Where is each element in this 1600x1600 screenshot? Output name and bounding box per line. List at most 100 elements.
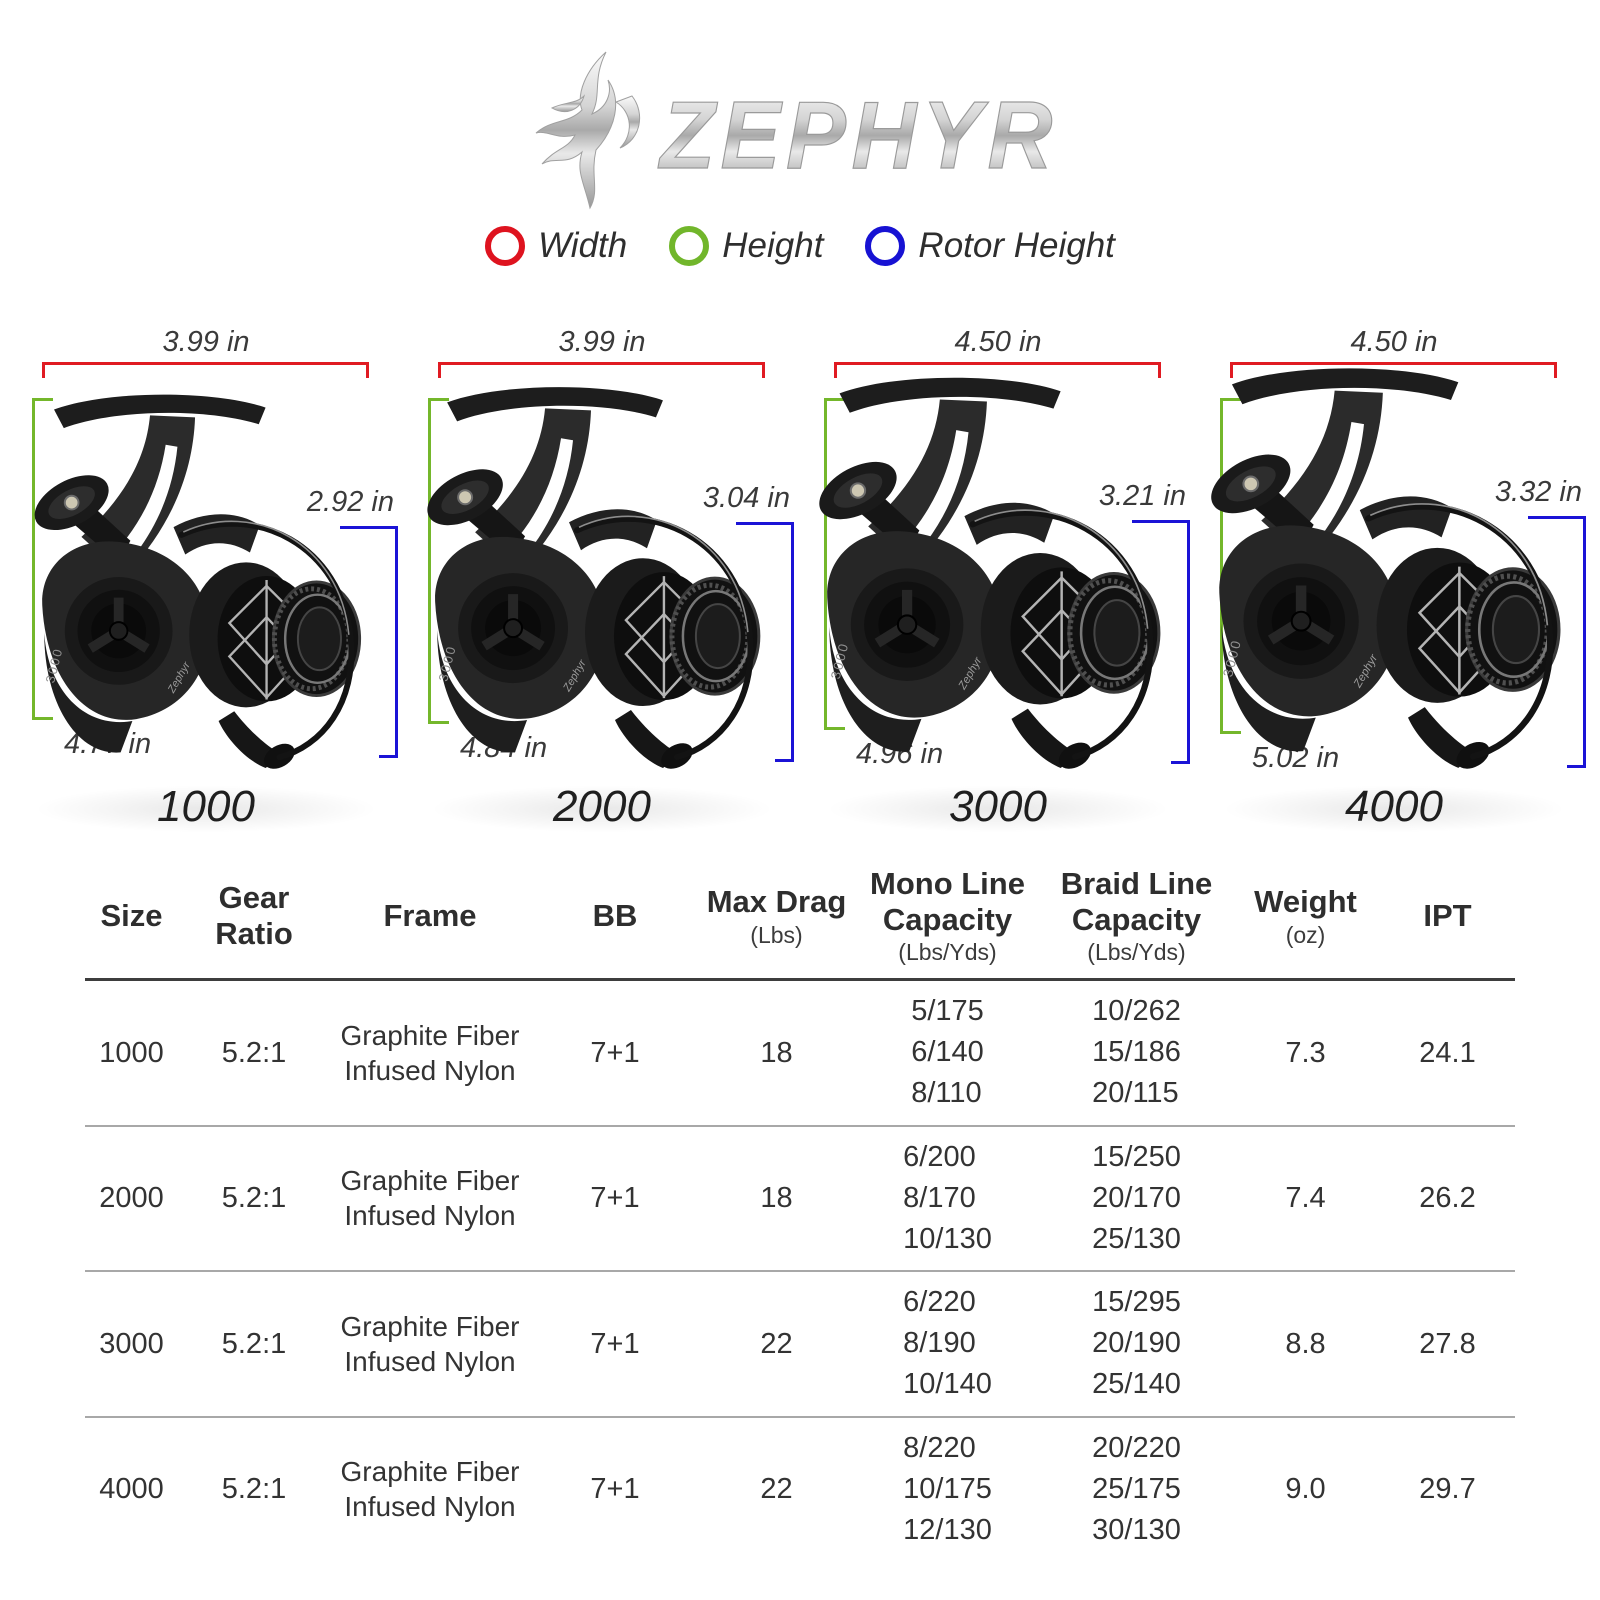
width-ring-icon xyxy=(485,226,526,266)
cell-size: 3000 xyxy=(99,1327,164,1360)
col-header-ipt: IPT xyxy=(1423,898,1472,934)
cell-weight: 7.3 xyxy=(1285,1036,1326,1069)
rotor-height-bracket xyxy=(340,526,398,758)
height-bracket xyxy=(32,398,53,720)
cell-max-drag: 18 xyxy=(760,1182,793,1215)
cell-max-drag: 22 xyxy=(760,1473,793,1506)
cell-ipt: 29.7 xyxy=(1419,1473,1476,1506)
cell-bb: 7+1 xyxy=(590,1327,640,1360)
cell-weight: 8.8 xyxy=(1285,1327,1326,1360)
reel-photo xyxy=(414,380,773,770)
col-header-braid-capacity: Braid Line Capacity (Lbs/Yds) xyxy=(1060,866,1213,966)
cell-max-drag: 22 xyxy=(760,1327,793,1360)
spec-row-4000: 4000 5.2:1 Graphite Fiber Infused Nylon … xyxy=(85,1418,1515,1562)
cell-mono-capacity: 6/220 8/190 10/140 xyxy=(903,1286,992,1401)
width-dimension-label: 4.50 in xyxy=(1350,326,1438,358)
legend-item-rotor-height: Rotor Height xyxy=(865,226,1115,266)
cell-gear-ratio: 5.2:1 xyxy=(221,1473,287,1506)
model-label-3000: 3000 xyxy=(800,778,1196,836)
cell-mono-capacity: 5/175 6/140 8/110 xyxy=(911,995,984,1110)
cell-frame: Graphite Fiber Infused Nylon xyxy=(340,1310,520,1377)
col-header-size: Size xyxy=(100,898,163,934)
cell-max-drag: 18 xyxy=(760,1036,793,1069)
cell-mono-capacity: 6/200 8/170 10/130 xyxy=(903,1140,992,1255)
rotor-height-dimension-label: 3.21 in xyxy=(1098,480,1186,512)
rotor-height-dimension-label: 3.04 in xyxy=(702,482,790,514)
model-label-4000: 4000 xyxy=(1196,778,1592,836)
height-ring-icon xyxy=(669,226,710,266)
reel-diagram-2000: 3.99 in 4.84 in 3.04 in xyxy=(404,324,800,776)
rotor-height-bracket xyxy=(1132,520,1190,764)
rotor-height-bracket xyxy=(1528,516,1586,768)
cell-braid-capacity: 20/220 25/175 30/130 xyxy=(1092,1431,1181,1546)
spec-row-1000: 1000 5.2:1 Graphite Fiber Infused Nylon … xyxy=(85,981,1515,1127)
rotor-height-bracket xyxy=(736,522,794,762)
zephyr-spec-sheet: Zephyr Width Height Rotor Height 3.99 in xyxy=(0,0,1600,1561)
cell-ipt: 24.1 xyxy=(1419,1036,1476,1069)
cell-braid-capacity: 15/295 20/190 25/140 xyxy=(1092,1286,1181,1401)
cell-ipt: 27.8 xyxy=(1419,1327,1476,1360)
cell-ipt: 26.2 xyxy=(1419,1182,1476,1215)
height-bracket xyxy=(1220,398,1241,734)
reel-diagram-3000: 4.50 in 4.96 in 3.21 in xyxy=(800,324,1196,776)
model-label-2000: 2000 xyxy=(404,778,800,836)
reel-diagram-4000: 4.50 in 5.02 in 3.32 in xyxy=(1196,324,1592,776)
brand-logo-text: Zephyr xyxy=(657,82,1058,189)
rotor-height-dimension-label: 3.32 in xyxy=(1494,476,1582,508)
width-bracket xyxy=(42,362,369,378)
cell-frame: Graphite Fiber Infused Nylon xyxy=(340,1456,520,1523)
col-header-mono-capacity: Mono Line Capacity (Lbs/Yds) xyxy=(870,866,1025,966)
cell-bb: 7+1 xyxy=(590,1182,640,1215)
cell-frame: Graphite Fiber Infused Nylon xyxy=(340,1165,520,1232)
cell-braid-capacity: 10/262 15/186 20/115 xyxy=(1092,995,1181,1110)
width-bracket xyxy=(834,362,1161,378)
reel-diagram-1000: 3.99 in 4.77 in 2.92 in xyxy=(8,324,404,776)
rotor-height-ring-icon xyxy=(865,226,906,266)
reel-photo xyxy=(22,388,374,770)
spec-table-header-row: Size Gear Ratio Frame BB Max Drag (Lbs) … xyxy=(85,852,1515,974)
cell-gear-ratio: 5.2:1 xyxy=(221,1036,287,1069)
col-header-frame: Frame xyxy=(383,898,477,934)
rotor-height-dimension-label: 2.92 in xyxy=(306,486,394,518)
height-bracket xyxy=(428,398,449,724)
width-dimension-label: 4.50 in xyxy=(954,326,1042,358)
cell-bb: 7+1 xyxy=(590,1473,640,1506)
cell-bb: 7+1 xyxy=(590,1036,640,1069)
reel-diagrams: 3.99 in 4.77 in 2.92 in 3.99 in 4.84 in … xyxy=(0,324,1600,776)
col-header-gear-ratio: Gear Ratio xyxy=(215,880,293,951)
width-dimension-label: 3.99 in xyxy=(558,326,646,358)
cell-size: 2000 xyxy=(99,1182,164,1215)
legend-label-width: Width xyxy=(538,226,628,265)
dimension-legend: Width Height Rotor Height xyxy=(0,226,1600,266)
width-dimension-label: 3.99 in xyxy=(162,326,250,358)
zephyr-logo: Zephyr xyxy=(535,51,1058,210)
spec-table: Size Gear Ratio Frame BB Max Drag (Lbs) … xyxy=(85,852,1515,1561)
cell-gear-ratio: 5.2:1 xyxy=(221,1182,287,1215)
width-bracket xyxy=(438,362,765,378)
cell-size: 1000 xyxy=(99,1036,164,1069)
header-divider xyxy=(85,978,1515,981)
height-bracket xyxy=(824,398,845,730)
col-header-weight: Weight (oz) xyxy=(1254,883,1357,948)
col-header-bb: BB xyxy=(592,898,638,934)
model-label-1000: 1000 xyxy=(8,778,404,836)
brand-header: Zephyr Width Height Rotor Height xyxy=(0,0,1600,266)
model-labels: 1000 2000 3000 4000 xyxy=(0,778,1600,836)
legend-item-height: Height xyxy=(669,226,823,266)
cell-frame: Graphite Fiber Infused Nylon xyxy=(340,1019,520,1086)
zephyr-emblem-icon xyxy=(535,51,640,210)
cell-size: 4000 xyxy=(99,1473,164,1506)
col-header-max-drag: Max Drag (Lbs) xyxy=(706,883,847,948)
cell-weight: 9.0 xyxy=(1285,1473,1326,1506)
cell-gear-ratio: 5.2:1 xyxy=(221,1327,287,1360)
reel-photo xyxy=(1198,361,1575,770)
legend-item-width: Width xyxy=(485,226,627,266)
cell-braid-capacity: 15/250 20/170 25/130 xyxy=(1092,1140,1181,1255)
width-bracket xyxy=(1230,362,1557,378)
spec-row-3000: 3000 5.2:1 Graphite Fiber Infused Nylon … xyxy=(85,1272,1515,1418)
legend-label-rotor-height: Rotor Height xyxy=(918,226,1115,265)
legend-label-height: Height xyxy=(722,226,824,265)
cell-weight: 7.4 xyxy=(1285,1182,1326,1215)
cell-mono-capacity: 8/220 10/175 12/130 xyxy=(903,1431,992,1546)
spec-row-2000: 2000 5.2:1 Graphite Fiber Infused Nylon … xyxy=(85,1127,1515,1273)
